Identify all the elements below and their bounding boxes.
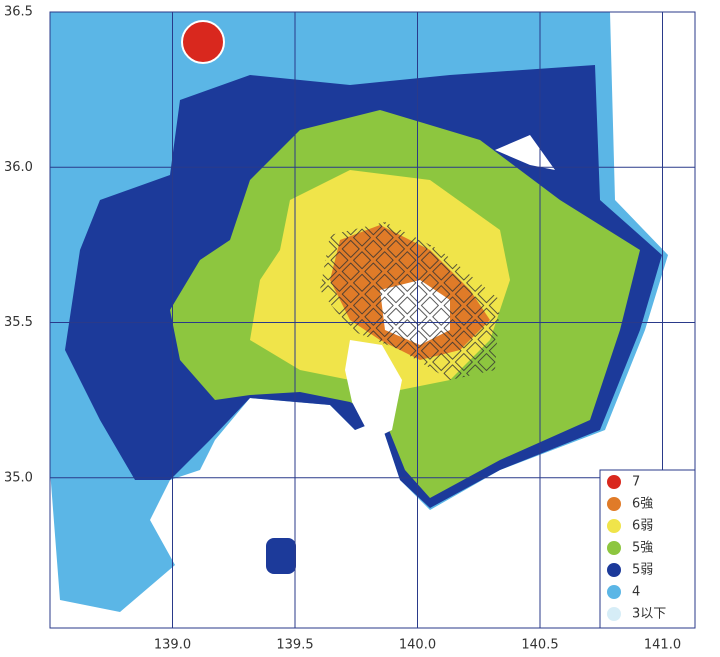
intensity-map xyxy=(50,12,668,612)
legend-swatch xyxy=(607,541,621,555)
map-frame xyxy=(49,11,696,629)
x-tick-label: 140.0 xyxy=(399,638,436,653)
legend-label: 6弱 xyxy=(632,519,653,534)
legend-label: 5強 xyxy=(632,541,653,556)
x-tick-label: 139.5 xyxy=(276,638,313,653)
legend-label: 7 xyxy=(632,475,640,490)
epicenter xyxy=(181,20,225,64)
legend-swatch xyxy=(607,519,621,533)
legend-label: 6強 xyxy=(632,497,653,512)
legend-swatch xyxy=(607,585,621,599)
y-tick-label: 35.5 xyxy=(4,315,33,330)
liquefaction-area xyxy=(320,222,500,380)
legend-label: 5弱 xyxy=(632,563,653,578)
tokyo-bay xyxy=(345,340,402,440)
legend-swatch xyxy=(607,607,621,621)
y-tick-label: 36.5 xyxy=(4,5,33,20)
x-tick-label: 140.5 xyxy=(521,638,558,653)
legend-label: 3以下 xyxy=(632,607,666,622)
island xyxy=(266,538,296,574)
legend-swatch xyxy=(607,497,621,511)
x-tick-label: 139.0 xyxy=(154,638,191,653)
y-tick-label: 35.0 xyxy=(4,470,33,485)
legend-swatch xyxy=(607,475,621,489)
y-tick-label: 36.0 xyxy=(4,160,33,175)
x-tick-label: 141.0 xyxy=(644,638,681,653)
legend: 7 6強 6弱 5強 5弱 4 3以下 xyxy=(599,469,696,629)
legend-label: 4 xyxy=(632,585,640,600)
legend-swatch xyxy=(607,563,621,577)
